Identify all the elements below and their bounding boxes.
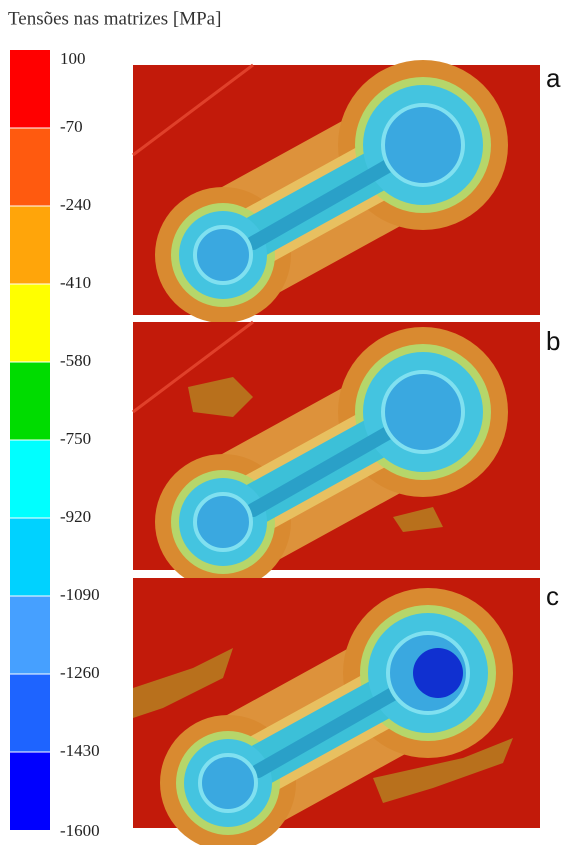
colorbar-tick-label: -1090: [60, 585, 100, 604]
figure-title: Tensões nas matrizes [MPa]: [8, 8, 221, 29]
panel-label: b: [546, 326, 560, 356]
colorbar-tick-label: -70: [60, 117, 83, 136]
colorbar-band: [10, 752, 50, 830]
panel-labels: a b c: [546, 63, 561, 611]
colorbar-tick-label: -410: [60, 273, 91, 292]
panel-image: [133, 322, 540, 590]
colorbar-band: [10, 128, 50, 206]
panel-label: a: [546, 63, 561, 93]
colorbar-tick-label: 100: [60, 49, 86, 68]
colorbar-tick-label: -1260: [60, 663, 100, 682]
colorbar-tick-label: -580: [60, 351, 91, 370]
colorbar-band: [10, 206, 50, 284]
colorbar-tick-label: -750: [60, 429, 91, 448]
panel-image: [133, 60, 540, 323]
colorbar-tick-label: -1430: [60, 741, 100, 760]
colorbar-band: [10, 440, 50, 518]
colorbar-tick-label: -920: [60, 507, 91, 526]
panel-image: [133, 578, 540, 845]
colorbar-tick-label: -240: [60, 195, 91, 214]
colorbar: 100 -70 -240 -410 -580 -750 -920 -1090 -1260 -143…: [10, 49, 100, 840]
panel-label: c: [546, 581, 559, 611]
colorbar-band: [10, 674, 50, 752]
colorbar-band: [10, 596, 50, 674]
colorbar-tick-label: -1600: [60, 821, 100, 840]
colorbar-band: [10, 50, 50, 128]
colorbar-band: [10, 518, 50, 596]
colorbar-band: [10, 284, 50, 362]
colorbar-band: [10, 362, 50, 440]
